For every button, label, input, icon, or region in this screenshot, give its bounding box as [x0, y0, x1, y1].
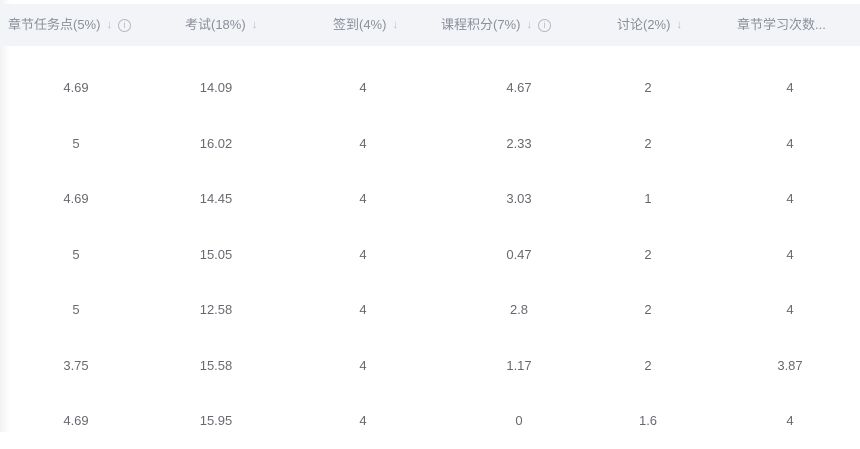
table-cell: 4.69 [63, 191, 89, 206]
table-header: 章节任务点(5%) ↓ i 考试(18%) ↓ 签到(4%) ↓ 课程积分(7%… [0, 4, 860, 46]
table-cell: 4 [786, 413, 794, 428]
column-header-checkin[interactable]: 签到(4%) ↓ [333, 4, 398, 46]
table-cell: 4 [359, 413, 367, 428]
table-cell: 14.09 [199, 80, 233, 95]
table-cell: 3.03 [506, 191, 532, 206]
table-cell: 4 [359, 357, 367, 373]
sort-arrow-icon[interactable]: ↓ [106, 19, 112, 31]
table-cell: 4.69 [63, 413, 89, 428]
table-cell: 2 [644, 80, 652, 95]
table-row[interactable]: 4.69 15.95 4 0 1.6 4 [0, 393, 860, 449]
table-cell: 4.69 [63, 80, 89, 95]
table-cell: 4.67 [506, 80, 532, 95]
column-label: 课程积分(7%) [441, 17, 521, 32]
column-header-exam[interactable]: 考试(18%) ↓ [185, 4, 257, 46]
table-row[interactable]: 5 16.02 4 2.33 2 4 [0, 116, 860, 172]
table-cell: 2.8 [509, 302, 529, 317]
table-cell: 5 [72, 302, 80, 317]
table-cell: 4 [359, 246, 367, 262]
table-cell: 15.05 [199, 246, 233, 262]
table-cell: 4 [359, 191, 367, 206]
table-cell: 14.45 [199, 191, 233, 206]
table-row[interactable]: 3.75 15.58 4 1.17 2 3.87 [0, 338, 860, 394]
table-cell: 0.47 [506, 246, 532, 262]
table-cell: 16.02 [199, 135, 233, 151]
table-row[interactable]: 4.69 14.45 4 3.03 1 4 [0, 171, 860, 227]
sort-arrow-icon[interactable]: ↓ [392, 19, 398, 31]
table-cell: 4 [786, 80, 794, 95]
sort-arrow-icon[interactable]: ↓ [526, 19, 532, 31]
table-cell: 15.95 [199, 413, 233, 428]
table-cell: 4 [786, 302, 794, 317]
table-cell: 5 [72, 246, 80, 262]
table-cell: 0 [515, 413, 523, 428]
table-row[interactable]: 4.69 14.09 4 4.67 2 4 [0, 60, 860, 116]
table-cell: 4 [786, 246, 794, 262]
table-cell: 4 [359, 80, 367, 95]
column-header-chapter-tasks[interactable]: 章节任务点(5%) ↓ i [8, 4, 131, 46]
column-label: 签到(4%) [333, 17, 387, 32]
table-cell: 4 [359, 302, 367, 317]
sort-arrow-icon[interactable]: ↓ [251, 19, 258, 31]
table-cell: 2 [644, 302, 652, 317]
table-cell: 1 [644, 191, 652, 206]
column-label: 章节学习次数... [737, 17, 826, 32]
table-cell: 15.58 [199, 357, 233, 373]
table-cell: 4 [359, 135, 367, 151]
sort-arrow-icon[interactable]: ↓ [676, 19, 682, 31]
table-row[interactable]: 5 12.58 4 2.8 2 4 [0, 282, 860, 338]
info-icon[interactable]: i [117, 18, 131, 32]
table-cell: 5 [72, 135, 80, 151]
column-header-course-points[interactable]: 课程积分(7%) ↓ i [441, 4, 551, 46]
column-header-chapter-study-count[interactable]: 章节学习次数... [737, 4, 826, 46]
scroll-shadow [0, 0, 10, 432]
info-icon[interactable]: i [537, 18, 551, 32]
table-cell: 2.33 [506, 135, 532, 151]
table-cell: 2 [644, 357, 652, 373]
table-cell: 2 [644, 246, 652, 262]
table-cell: 2 [644, 135, 652, 151]
table-cell: 4 [786, 135, 794, 151]
column-header-discussion[interactable]: 讨论(2%) ↓ [617, 4, 682, 46]
table-row[interactable]: 5 15.05 4 0.47 2 4 [0, 227, 860, 283]
table-cell: 4 [786, 191, 794, 206]
table-cell: 3.75 [63, 357, 89, 373]
table-cell: 12.58 [199, 302, 233, 317]
table-cell: 3.87 [777, 357, 803, 373]
column-label: 章节任务点(5%) [8, 17, 101, 32]
table-cell: 1.6 [638, 413, 658, 428]
table-cell: 1.17 [506, 357, 532, 373]
column-label: 考试(18%) [185, 17, 246, 32]
column-label: 讨论(2%) [617, 17, 671, 32]
